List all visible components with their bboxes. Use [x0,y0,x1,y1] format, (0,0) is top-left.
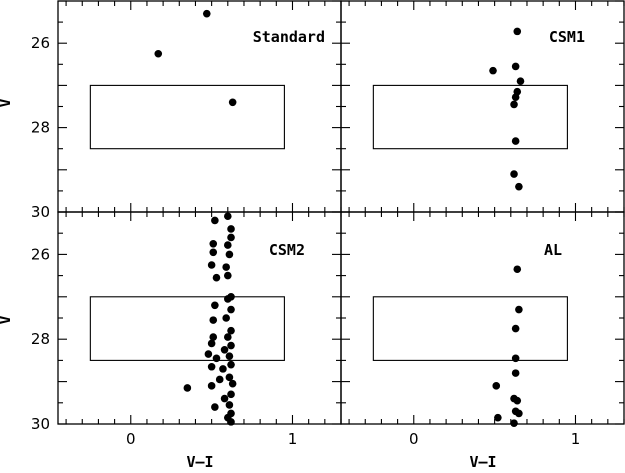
data-point [211,403,219,411]
data-point [207,261,216,269]
data-point [489,66,497,75]
data-point [215,375,224,384]
data-point [225,401,234,409]
data-point [209,240,218,248]
data-point [494,413,502,422]
y-tick-label: 30 [31,203,50,221]
data-point [211,301,219,310]
data-point [212,354,221,363]
x-axis-title-left: V–I [186,453,213,471]
data-point [511,93,520,102]
data-point [154,49,163,58]
x-tick-label: 1 [288,430,298,448]
data-point [511,354,520,363]
data-point [515,305,523,314]
y-tick-label: 26 [31,245,50,263]
data-point [515,182,523,191]
x-tick-label: 0 [126,430,136,448]
data-point [227,418,235,426]
data-point [211,216,219,225]
data-point [227,233,235,242]
data-point [511,324,520,333]
data-point [207,382,216,390]
panel-standard: 26 28 30 Standard [31,0,342,221]
y-tick-label: 26 [31,34,50,52]
data-point [227,360,235,369]
data-point [228,379,237,388]
data-point [212,273,221,282]
data-point [207,339,216,348]
data-point [224,271,232,280]
data-point [224,212,232,221]
panel-label: AL [544,241,562,259]
panel-csm1: CSM1 [340,0,625,213]
data-point [183,384,192,392]
data-point [513,396,522,405]
data-point [510,100,518,109]
data-point [511,369,520,377]
data-point [228,98,237,107]
selection-box [372,296,568,361]
x-tick-label: 1 [571,430,581,448]
data-point [209,248,218,257]
plot-layer: 26 28 30 Standard CSM1 26 28 30 0 1 CSM2 0 1 AL [31,0,625,448]
x-tick-label: 0 [409,430,419,448]
panel-label: CSM1 [549,28,585,46]
y-tick-label: 28 [31,330,50,348]
data-point [513,265,522,274]
data-point [510,419,518,427]
data-point [204,350,213,358]
panel-csm2: 26 28 30 0 1 CSM2 [31,211,342,448]
data-point [227,326,235,335]
data-point [511,62,520,71]
selection-box [372,84,568,150]
panel-frame [340,211,625,425]
x-axis-title-right: V–I [469,453,496,471]
data-point [492,382,501,390]
data-point [207,362,216,371]
data-point [225,373,234,382]
data-point [222,263,230,271]
data-point [209,333,218,341]
y-axis-title-top: V [0,98,14,107]
panel-label: Standard [253,28,325,46]
selection-box [89,296,285,361]
y-axis-title-bottom: V [0,315,14,324]
data-point [510,170,518,178]
data-point [227,390,235,399]
data-point [227,341,235,350]
y-tick-label: 30 [31,415,50,433]
data-point [219,365,227,373]
data-point [225,352,234,360]
panel-label: CSM2 [269,241,305,259]
data-point [515,409,523,418]
data-point [222,314,230,322]
data-point [224,241,232,249]
data-point [516,77,525,85]
data-point [202,9,211,18]
data-point [513,27,522,36]
panel-al: 0 1 AL [340,211,625,448]
data-point [209,316,218,324]
data-point [224,295,232,303]
data-point [511,137,520,145]
data-point [227,305,235,314]
y-tick-label: 28 [31,119,50,137]
data-point [220,394,229,403]
data-point [227,225,235,233]
selection-box [89,84,285,150]
data-point [220,346,229,354]
data-point [225,250,234,259]
data-point [224,333,232,341]
